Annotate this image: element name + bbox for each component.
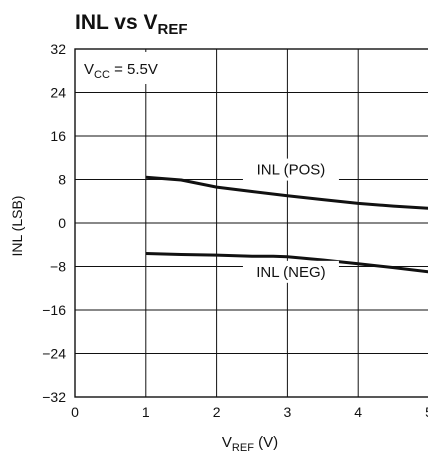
chart-title: INL vs VREF xyxy=(75,11,187,38)
vcc-annotation-value: = 5.5V xyxy=(110,61,158,78)
x-tick-label: 5 xyxy=(425,404,428,420)
series-label-inl-neg: INL (NEG) xyxy=(256,264,325,281)
y-tick-label: −24 xyxy=(42,346,66,362)
y-tick-label: 32 xyxy=(50,41,66,57)
x-axis-label-unit: (V) xyxy=(254,434,278,451)
y-tick-label: −8 xyxy=(50,259,66,275)
series-lines xyxy=(145,175,428,274)
x-axis-label-main: V xyxy=(222,434,232,451)
y-tick-label: −16 xyxy=(42,302,66,318)
x-axis-label: VREF (V) xyxy=(222,434,278,454)
x-tick-label: 1 xyxy=(142,404,150,420)
series-label-inl-pos: INL (POS) xyxy=(257,162,326,179)
chart-title-main: INL vs V xyxy=(75,11,157,34)
series-label-background xyxy=(242,260,339,283)
y-tick-label: 8 xyxy=(58,172,66,188)
x-tick-label: 0 xyxy=(71,404,79,420)
chart-title-subscript: REF xyxy=(157,21,187,38)
y-tick-label: −32 xyxy=(42,389,66,405)
vcc-annotation-main: V xyxy=(84,61,94,78)
grid-lines xyxy=(75,49,428,397)
plot-frame xyxy=(74,48,428,398)
annotation-background xyxy=(77,52,147,84)
series-label-background xyxy=(242,158,339,181)
vcc-annotation-subscript: CC xyxy=(94,69,110,81)
vcc-annotation: VCC = 5.5V xyxy=(84,61,158,81)
series-line-inl-neg xyxy=(145,252,428,274)
y-axis-ticks: 32 24 16 8 0 −8 −16 −24 −32 xyxy=(42,41,66,405)
x-axis-ticks: 0 1 2 3 4 5 xyxy=(71,404,428,420)
y-tick-label: 24 xyxy=(50,85,66,101)
x-tick-label: 2 xyxy=(213,404,221,420)
x-tick-label: 3 xyxy=(284,404,292,420)
y-axis-label: INL (LSB) xyxy=(9,196,25,257)
y-tick-label: 16 xyxy=(50,128,66,144)
x-tick-label: 4 xyxy=(354,404,362,420)
y-tick-label: 0 xyxy=(58,215,66,231)
series-line-inl-pos xyxy=(145,175,428,210)
annotation-box xyxy=(77,52,147,84)
series-labels: INL (POS) INL (NEG) xyxy=(242,158,339,283)
x-axis-label-subscript: REF xyxy=(232,442,254,454)
